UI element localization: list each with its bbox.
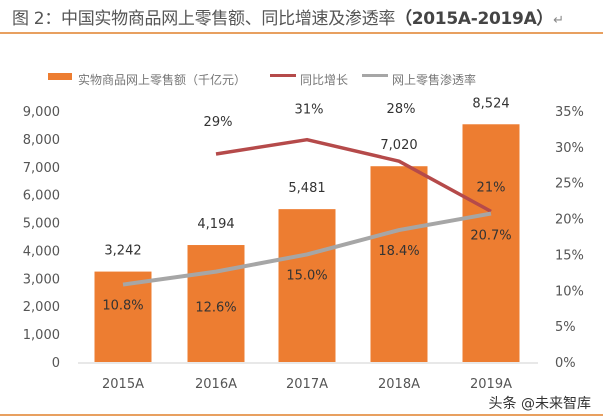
figure-title: 图 2：中国实物商品网上零售额、同比增速及渗透率（2015A-2019A）↵ bbox=[12, 4, 564, 29]
right-axis-tick-label: 10% bbox=[555, 284, 584, 299]
left-axis-tick-label: 3,000 bbox=[23, 272, 60, 287]
legend-swatch-line bbox=[362, 74, 388, 77]
left-axis-tick-label: 8,000 bbox=[23, 133, 60, 148]
penetration-rate-label: 20.7% bbox=[470, 229, 511, 244]
right-axis-tick-label: 5% bbox=[555, 320, 576, 335]
yoy-growth-line bbox=[215, 137, 492, 213]
bar-2017A bbox=[278, 209, 336, 362]
x-axis-tick-label: 2019A bbox=[470, 377, 512, 392]
x-axis-tick-label: 2016A bbox=[195, 377, 237, 392]
watermark: 头条 @未来智库 bbox=[488, 396, 591, 412]
bottom-divider bbox=[0, 414, 603, 416]
bar-2015A bbox=[94, 271, 152, 362]
penetration-rate-label: 18.4% bbox=[378, 244, 419, 259]
bar-value-label: 5,481 bbox=[288, 181, 325, 196]
left-axis-tick-label: 0 bbox=[52, 356, 60, 371]
yoy-growth-label: 21% bbox=[477, 180, 506, 195]
bar-2018A bbox=[370, 166, 428, 362]
bar-value-label: 4,194 bbox=[197, 217, 234, 232]
x-axis-tick-label: 2015A bbox=[102, 377, 144, 392]
penetration-rate-label: 12.6% bbox=[195, 301, 236, 316]
x-axis-tick-label: 2018A bbox=[378, 377, 420, 392]
legend-label: 网上零售渗透率 bbox=[392, 72, 476, 87]
right-axis-tick-label: 35% bbox=[555, 105, 584, 120]
legend-swatch-line bbox=[270, 74, 296, 77]
yoy-growth-label: 28% bbox=[387, 102, 416, 117]
penetration-rate-line bbox=[122, 211, 492, 287]
bar-value-label: 3,242 bbox=[104, 244, 141, 259]
left-axis-tick-label: 5,000 bbox=[23, 217, 60, 232]
bar-value-label: 7,020 bbox=[380, 138, 417, 153]
figure-number: 图 2： bbox=[12, 9, 62, 29]
left-axis-tick-label: 9,000 bbox=[23, 105, 60, 120]
right-axis-tick-label: 30% bbox=[555, 141, 584, 156]
bar-value-label: 8,524 bbox=[472, 96, 509, 111]
right-axis-tick-label: 0% bbox=[555, 356, 576, 371]
figure-title-text: 中国实物商品网上零售额、同比增速及渗透率 bbox=[61, 9, 396, 29]
left-axis-tick-label: 6,000 bbox=[23, 189, 60, 204]
yoy-growth-label: 31% bbox=[295, 103, 324, 118]
left-axis-tick-label: 4,000 bbox=[23, 244, 60, 259]
x-axis-tick-label: 2017A bbox=[286, 377, 328, 392]
return-mark: ↵ bbox=[553, 13, 564, 28]
yoy-growth-label: 29% bbox=[204, 115, 233, 130]
figure-title-range: （2015A-2019A） bbox=[395, 9, 554, 29]
left-axis-tick-label: 7,000 bbox=[23, 161, 60, 176]
right-axis-tick-label: 25% bbox=[555, 177, 584, 192]
penetration-rate-label: 10.8% bbox=[102, 299, 143, 314]
right-axis-tick-label: 15% bbox=[555, 248, 584, 263]
legend-swatch-bar bbox=[48, 73, 72, 80]
top-divider bbox=[0, 32, 603, 34]
legend-label: 实物商品网上零售额（千亿元） bbox=[78, 72, 246, 87]
penetration-rate-label: 15.0% bbox=[286, 268, 327, 283]
left-axis-tick-label: 1,000 bbox=[23, 328, 60, 343]
legend-label: 同比增长 bbox=[300, 73, 348, 87]
bar-2019A bbox=[462, 124, 520, 362]
bar-2016A bbox=[187, 245, 245, 362]
left-axis-tick-label: 2,000 bbox=[23, 300, 60, 315]
right-axis-tick-label: 20% bbox=[555, 213, 584, 228]
